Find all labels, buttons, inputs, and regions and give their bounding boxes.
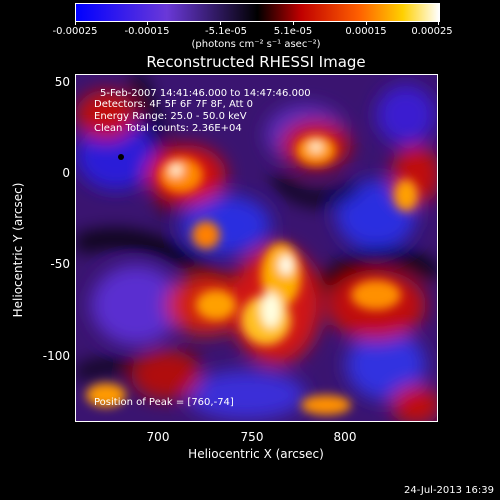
colorbar-tick-label: 0.00025 [411, 26, 453, 37]
colorbar [75, 3, 440, 22]
peak-position-annotation: Position of Peak = [760,-74] [94, 397, 234, 408]
x-axis-label: Heliocentric X (arcsec) [188, 447, 324, 461]
rhessi-image [76, 75, 437, 421]
colorbar-tick-label: -0.00025 [52, 26, 98, 37]
energy-range-annotation: Energy Range: 25.0 - 50.0 keV [94, 111, 247, 122]
y-tick-label: 50 [54, 75, 70, 89]
colorbar-tick [147, 21, 148, 25]
y-tick-label: 0 [62, 166, 70, 180]
detectors-annotation: Detectors: 4F 5F 6F 7F 8F, Att 0 [94, 99, 254, 110]
colorbar-tick [75, 21, 76, 25]
colorbar-tick [366, 21, 367, 25]
colorbar-tick [438, 21, 439, 25]
colorbar-tick-label: -0.00015 [124, 26, 170, 37]
y-tick-label: -100 [42, 349, 70, 363]
clean-counts-annotation: Clean Total counts: 2.36E+04 [94, 123, 242, 134]
footer-timestamp: 24-Jul-2013 16:39 [403, 485, 494, 496]
x-tick-label: 800 [333, 430, 357, 444]
colorbar-tick [293, 21, 294, 25]
y-axis-label: Heliocentric Y (arcsec) [11, 182, 25, 318]
x-tick-label: 750 [240, 430, 264, 444]
peak-dark-spot [118, 154, 124, 160]
colorbar-tick-label: 5.1e-05 [273, 26, 313, 37]
plot-title: Reconstructed RHESSI Image [146, 53, 366, 71]
colorbar-units-label: (photons cm⁻² s⁻¹ asec⁻²) [191, 39, 321, 50]
colorbar-tick-label: -5.1e-05 [205, 26, 247, 37]
colorbar-tick [220, 21, 221, 25]
time-range-annotation: 5-Feb-2007 14:41:46.000 to 14:47:46.000 [100, 88, 311, 99]
y-tick-label: -50 [50, 257, 70, 271]
x-tick-label: 700 [146, 430, 170, 444]
plot-frame [75, 74, 438, 422]
colorbar-tick-label: 0.00015 [345, 26, 387, 37]
